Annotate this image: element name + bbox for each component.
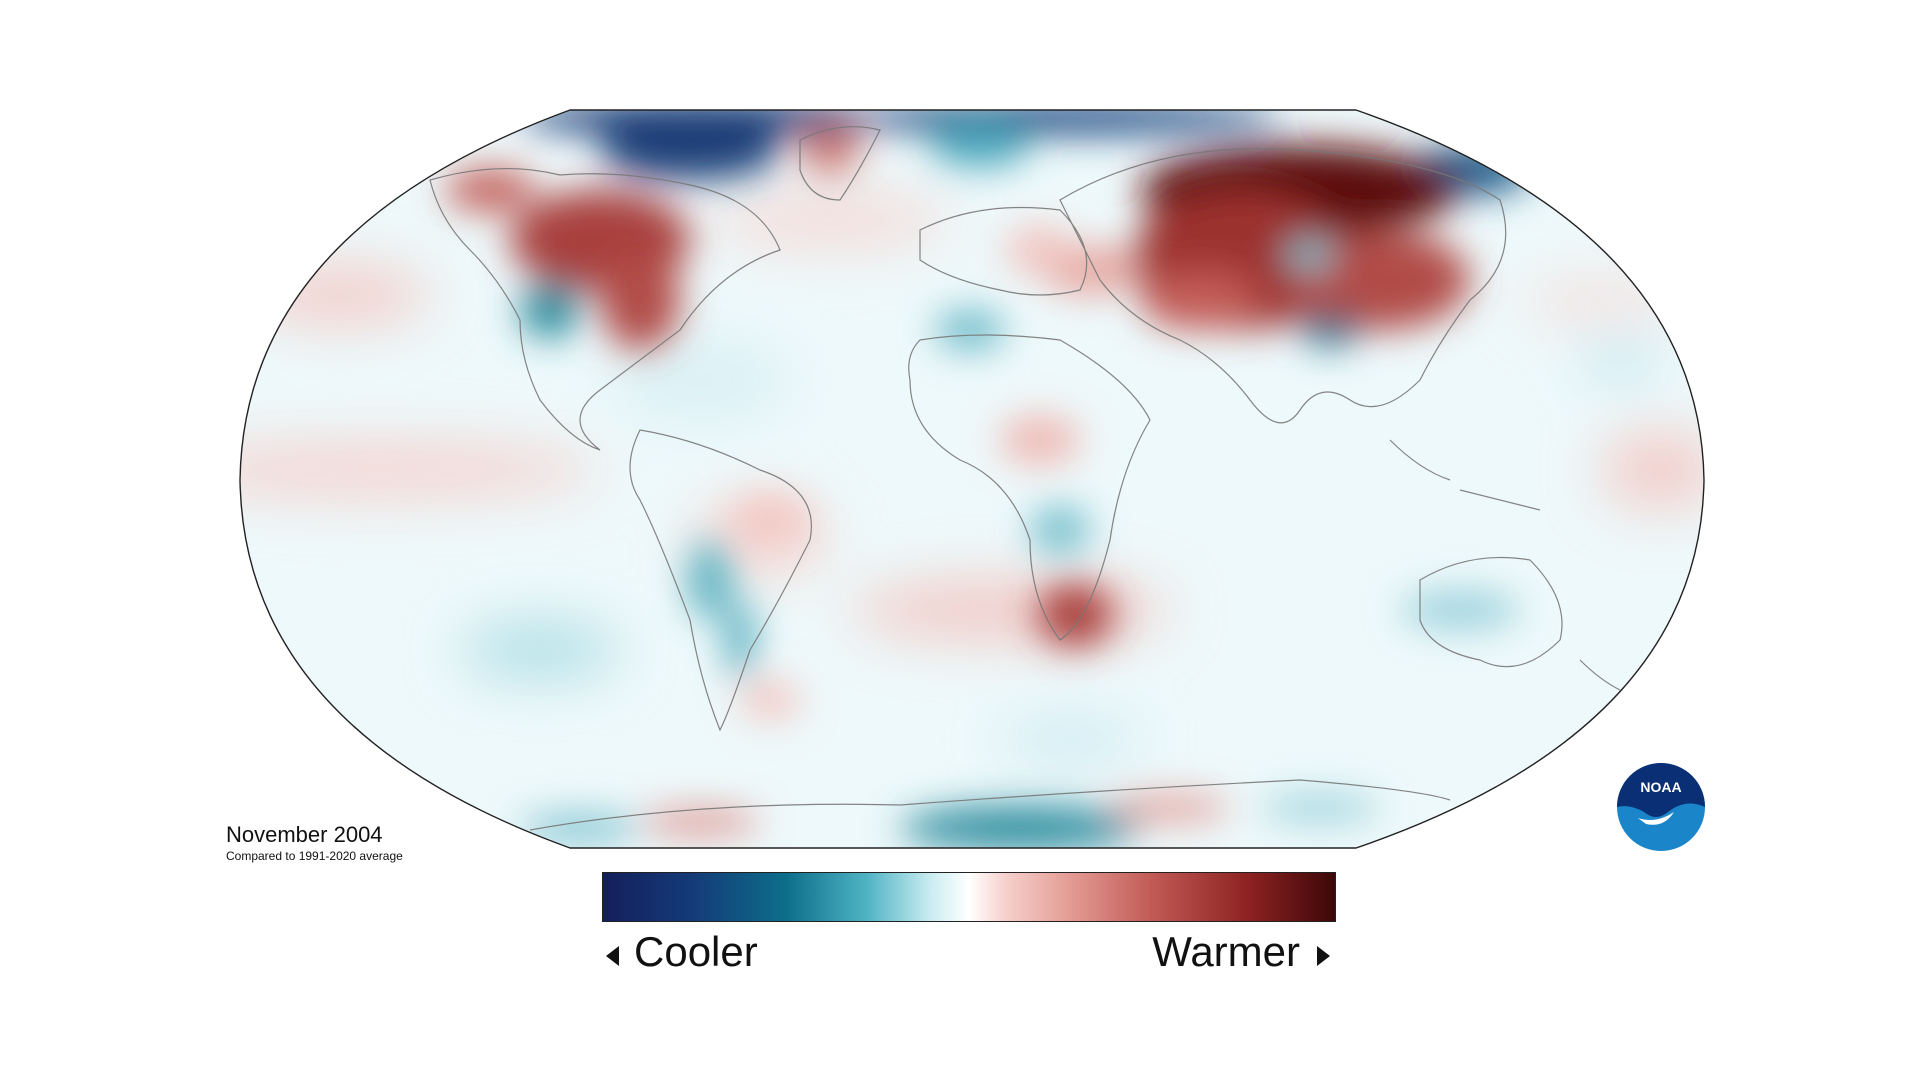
colorbar — [602, 872, 1336, 922]
legend-labels: Cooler Warmer — [602, 928, 1336, 988]
globe-outline — [239, 109, 1705, 849]
left-arrow-icon — [606, 946, 619, 966]
cooler-label: Cooler — [634, 928, 758, 975]
noaa-logo: NOAA — [1617, 763, 1705, 851]
map-caption: November 2004 Compared to 1991-2020 aver… — [226, 822, 403, 864]
right-arrow-icon — [1317, 946, 1330, 966]
anomaly-field — [240, 110, 1704, 848]
coastlines — [429, 126, 1621, 831]
baseline-note: Compared to 1991-2020 average — [226, 849, 403, 863]
map-date: November 2004 — [226, 822, 383, 847]
warmer-label: Warmer — [1152, 928, 1300, 975]
logo-text: NOAA — [1640, 779, 1681, 795]
color-legend: Cooler Warmer — [602, 872, 1336, 988]
